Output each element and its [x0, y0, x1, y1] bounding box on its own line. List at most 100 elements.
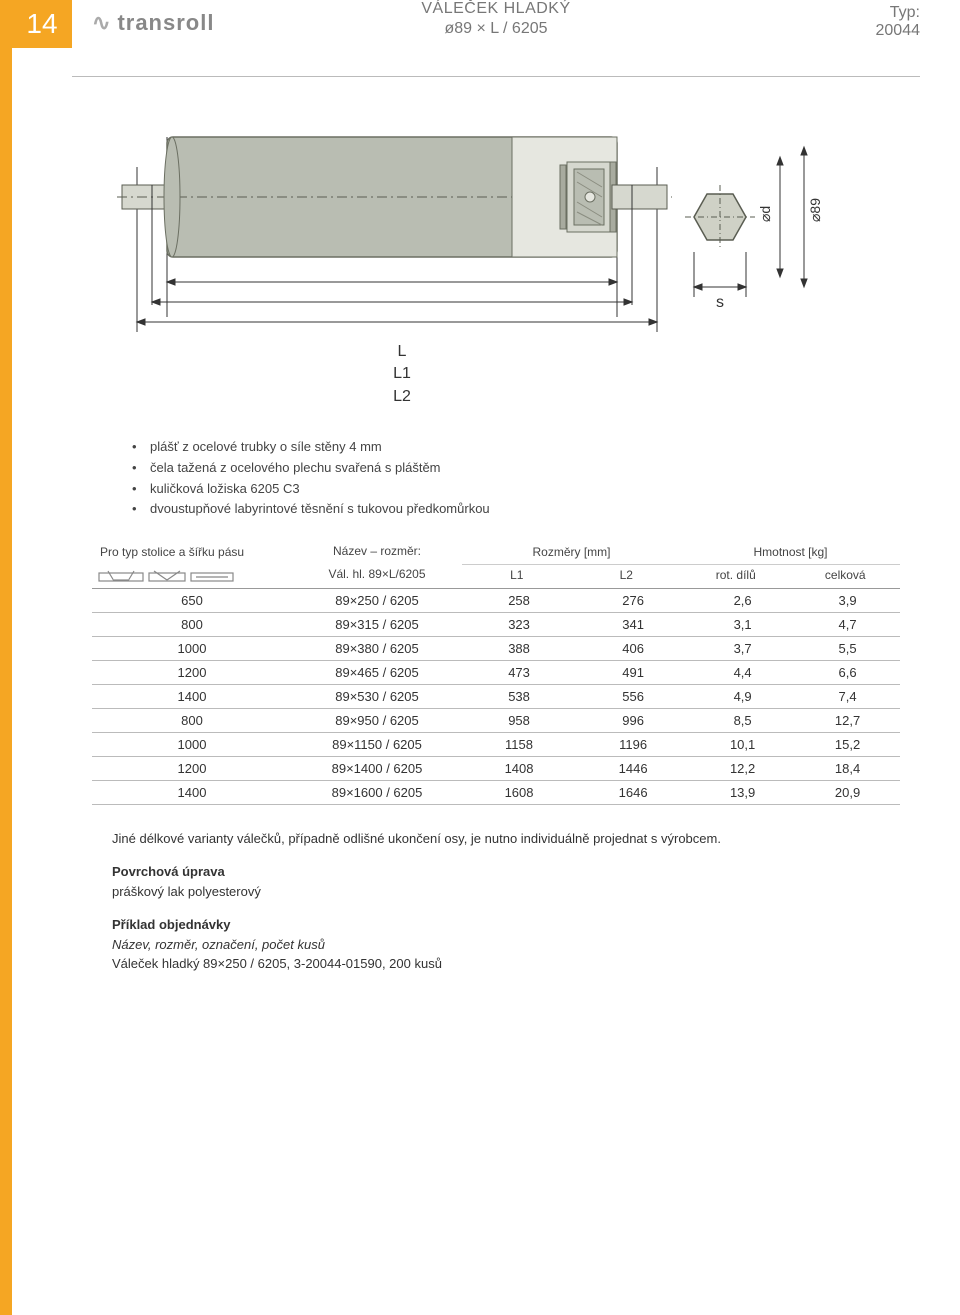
notes-section: Jiné délkové varianty válečků, případně … — [112, 829, 880, 974]
table-cell: 3,1 — [690, 612, 795, 636]
table-cell: 8,5 — [690, 708, 795, 732]
technical-diagram: L L1 L2 ⌀d ⌀89 — [92, 107, 900, 417]
header-divider — [72, 76, 920, 77]
roller-drawing: L L1 L2 — [112, 107, 692, 408]
table-row: 100089×380 / 62053884063,75,5 — [92, 636, 900, 660]
order-title: Příklad objednávky — [112, 917, 231, 932]
feature-bullets: plášť z ocelové trubky o síle stěny 4 mm… — [132, 437, 880, 520]
shaft-cross-svg: ⌀d ⌀89 s — [680, 137, 840, 317]
th-rot: rot. dílů — [681, 564, 791, 588]
th-name-dim-l1: Název – rozměr: — [300, 544, 454, 560]
table-cell: 89×530 / 6205 — [292, 684, 462, 708]
table-cell: 89×250 / 6205 — [292, 589, 462, 613]
order-example: Váleček hladký 89×250 / 6205, 3-20044-01… — [112, 956, 442, 971]
table-cell: 323 — [462, 612, 576, 636]
table-cell: 6,6 — [795, 660, 900, 684]
table-row: 120089×465 / 62054734914,46,6 — [92, 660, 900, 684]
table-cell: 18,4 — [795, 756, 900, 780]
table-cell: 1196 — [576, 732, 690, 756]
table-row: 80089×315 / 62053233413,14,7 — [92, 612, 900, 636]
table-cell: 491 — [576, 660, 690, 684]
spec-table: Pro typ stolice a šířku pásu Název – roz… — [92, 540, 900, 805]
diam-d-label: ⌀d — [757, 206, 773, 222]
s-label: s — [716, 294, 724, 311]
table-cell: 388 — [462, 636, 576, 660]
table-cell: 258 — [462, 589, 576, 613]
th-name-dim-l2: Vál. hl. 89×L/6205 — [292, 564, 462, 588]
station-icon-3roll — [98, 567, 144, 585]
table-cell: 89×950 / 6205 — [292, 708, 462, 732]
table-row: 80089×950 / 62059589968,512,7 — [92, 708, 900, 732]
brand-logo: ∿ transroll — [92, 10, 214, 36]
table-row: 140089×1600 / 62051608164613,920,9 — [92, 780, 900, 804]
table-cell: 89×1400 / 6205 — [292, 756, 462, 780]
logo-icon: ∿ — [92, 10, 111, 36]
th-L2: L2 — [572, 564, 682, 588]
table-cell: 1000 — [92, 732, 292, 756]
table-cell: 7,4 — [795, 684, 900, 708]
dim-L: L — [112, 341, 692, 363]
header-title-block: VÁLEČEK HLADKÝ ø89 × L / 6205 — [421, 0, 570, 38]
dim-L1: L1 — [112, 363, 692, 385]
table-cell: 1446 — [576, 756, 690, 780]
table-cell: 341 — [576, 612, 690, 636]
table-cell: 650 — [92, 589, 292, 613]
table-cell: 12,2 — [690, 756, 795, 780]
table-header-row2: Vál. hl. 89×L/6205 L1 L2 rot. dílů celko… — [92, 564, 900, 589]
dimension-labels: L L1 L2 — [112, 341, 692, 408]
table-cell: 89×1600 / 6205 — [292, 780, 462, 804]
variant-note: Jiné délkové varianty válečků, případně … — [112, 829, 880, 849]
table-cell: 1646 — [576, 780, 690, 804]
station-icon-2roll — [148, 567, 186, 585]
table-cell: 1608 — [462, 780, 576, 804]
table-row: 140089×530 / 62055385564,97,4 — [92, 684, 900, 708]
th-dimensions: Rozměry [mm] — [462, 541, 681, 563]
table-cell: 89×465 / 6205 — [292, 660, 462, 684]
table-cell: 1000 — [92, 636, 292, 660]
table-cell: 958 — [462, 708, 576, 732]
table-row: 120089×1400 / 62051408144612,218,4 — [92, 756, 900, 780]
table-cell: 1200 — [92, 756, 292, 780]
table-cell: 89×380 / 6205 — [292, 636, 462, 660]
header-type-block: Typ: 20044 — [876, 4, 921, 40]
table-row: 100089×1150 / 62051158119610,115,2 — [92, 732, 900, 756]
th-L1: L1 — [462, 564, 572, 588]
product-title: VÁLEČEK HLADKÝ — [421, 0, 570, 18]
table-cell: 3,7 — [690, 636, 795, 660]
th-mass: Hmotnost [kg] — [681, 541, 900, 563]
table-cell: 4,4 — [690, 660, 795, 684]
table-header-row1: Pro typ stolice a šířku pásu Název – roz… — [92, 540, 900, 564]
bullet-item: čela tažená z ocelového plechu svařená s… — [132, 458, 880, 479]
table-cell: 15,2 — [795, 732, 900, 756]
table-row: 65089×250 / 62052582762,63,9 — [92, 589, 900, 613]
data-table: 65089×250 / 62052582762,63,980089×315 / … — [92, 589, 900, 805]
surface-block: Povrchová úprava práškový lak polyestero… — [112, 862, 880, 901]
table-cell: 12,7 — [795, 708, 900, 732]
th-total: celková — [791, 564, 901, 588]
table-cell: 1408 — [462, 756, 576, 780]
table-cell: 20,9 — [795, 780, 900, 804]
table-cell: 5,5 — [795, 636, 900, 660]
table-cell: 1400 — [92, 780, 292, 804]
table-cell: 13,9 — [690, 780, 795, 804]
table-cell: 800 — [92, 612, 292, 636]
table-cell: 4,7 — [795, 612, 900, 636]
bullet-item: plášť z ocelové trubky o síle stěny 4 mm — [132, 437, 880, 458]
table-cell: 89×315 / 6205 — [292, 612, 462, 636]
th-belt-type: Pro typ stolice a šířku pásu — [92, 541, 292, 563]
page-number: 14 — [12, 0, 72, 48]
table-cell: 406 — [576, 636, 690, 660]
roller-svg — [112, 107, 692, 337]
table-cell: 473 — [462, 660, 576, 684]
shaft-cross-section: ⌀d ⌀89 s — [680, 137, 840, 317]
product-subtitle: ø89 × L / 6205 — [421, 20, 570, 38]
order-subtitle: Název, rozměr, označení, počet kusů — [112, 937, 325, 952]
type-label: Typ: — [876, 4, 921, 22]
station-icons — [92, 564, 292, 588]
table-cell: 556 — [576, 684, 690, 708]
bullet-item: kuličková ložiska 6205 C3 — [132, 479, 880, 500]
table-cell: 996 — [576, 708, 690, 732]
type-value: 20044 — [876, 22, 921, 40]
table-cell: 2,6 — [690, 589, 795, 613]
table-cell: 800 — [92, 708, 292, 732]
